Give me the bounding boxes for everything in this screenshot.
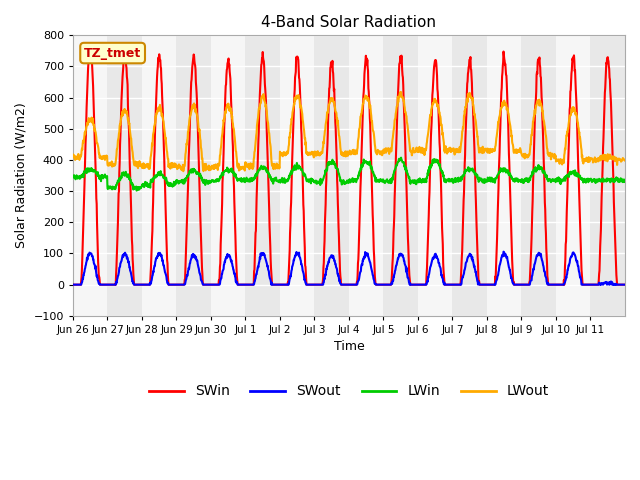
LWout [397, 89, 405, 95]
Y-axis label: Solar Radiation (W/m2): Solar Radiation (W/m2) [15, 103, 28, 249]
LWin [335, 170, 342, 176]
SWout [479, 282, 486, 288]
LWin [561, 177, 568, 183]
SWout [334, 273, 342, 278]
Bar [142, 36, 177, 316]
LWout [561, 152, 568, 158]
Bar [487, 36, 522, 316]
SWin [614, 282, 621, 288]
Bar [211, 36, 246, 316]
SWout [621, 282, 628, 288]
LWin [397, 155, 405, 160]
LWout [179, 168, 187, 174]
LWout [156, 107, 163, 113]
SWin [560, 277, 568, 283]
SWin [87, 43, 95, 48]
SWout [500, 249, 508, 254]
SWin [156, 55, 163, 60]
LWout [324, 106, 332, 112]
SWout [156, 252, 163, 257]
SWout [614, 282, 621, 288]
Title: 4-Band Solar Radiation: 4-Band Solar Radiation [262, 15, 436, 30]
LWin [69, 174, 77, 180]
Bar [418, 36, 452, 316]
LWin [132, 188, 140, 193]
SWin [621, 282, 628, 288]
SWout [324, 261, 332, 267]
LWin [614, 179, 622, 185]
LWin [479, 177, 487, 182]
LWin [324, 162, 332, 168]
LWout [621, 157, 628, 163]
LWout [479, 147, 487, 153]
LWout [335, 128, 342, 133]
SWin [69, 282, 77, 288]
X-axis label: Time: Time [333, 340, 364, 353]
Line: LWin: LWin [73, 157, 625, 191]
LWin [621, 179, 628, 185]
Text: TZ_tmet: TZ_tmet [84, 47, 141, 60]
SWout [69, 282, 77, 288]
Legend: SWin, SWout, LWin, LWout: SWin, SWout, LWin, LWout [143, 379, 555, 404]
Bar [556, 36, 591, 316]
LWout [69, 154, 77, 160]
LWout [614, 157, 622, 163]
LWin [156, 172, 163, 178]
Bar [280, 36, 314, 316]
Line: LWout: LWout [73, 92, 625, 171]
Line: SWin: SWin [73, 46, 625, 285]
Line: SWout: SWout [73, 252, 625, 285]
SWin [479, 282, 487, 288]
SWin [324, 116, 332, 122]
Bar [73, 36, 108, 316]
SWout [560, 282, 568, 288]
Bar [349, 36, 383, 316]
SWin [335, 224, 342, 230]
